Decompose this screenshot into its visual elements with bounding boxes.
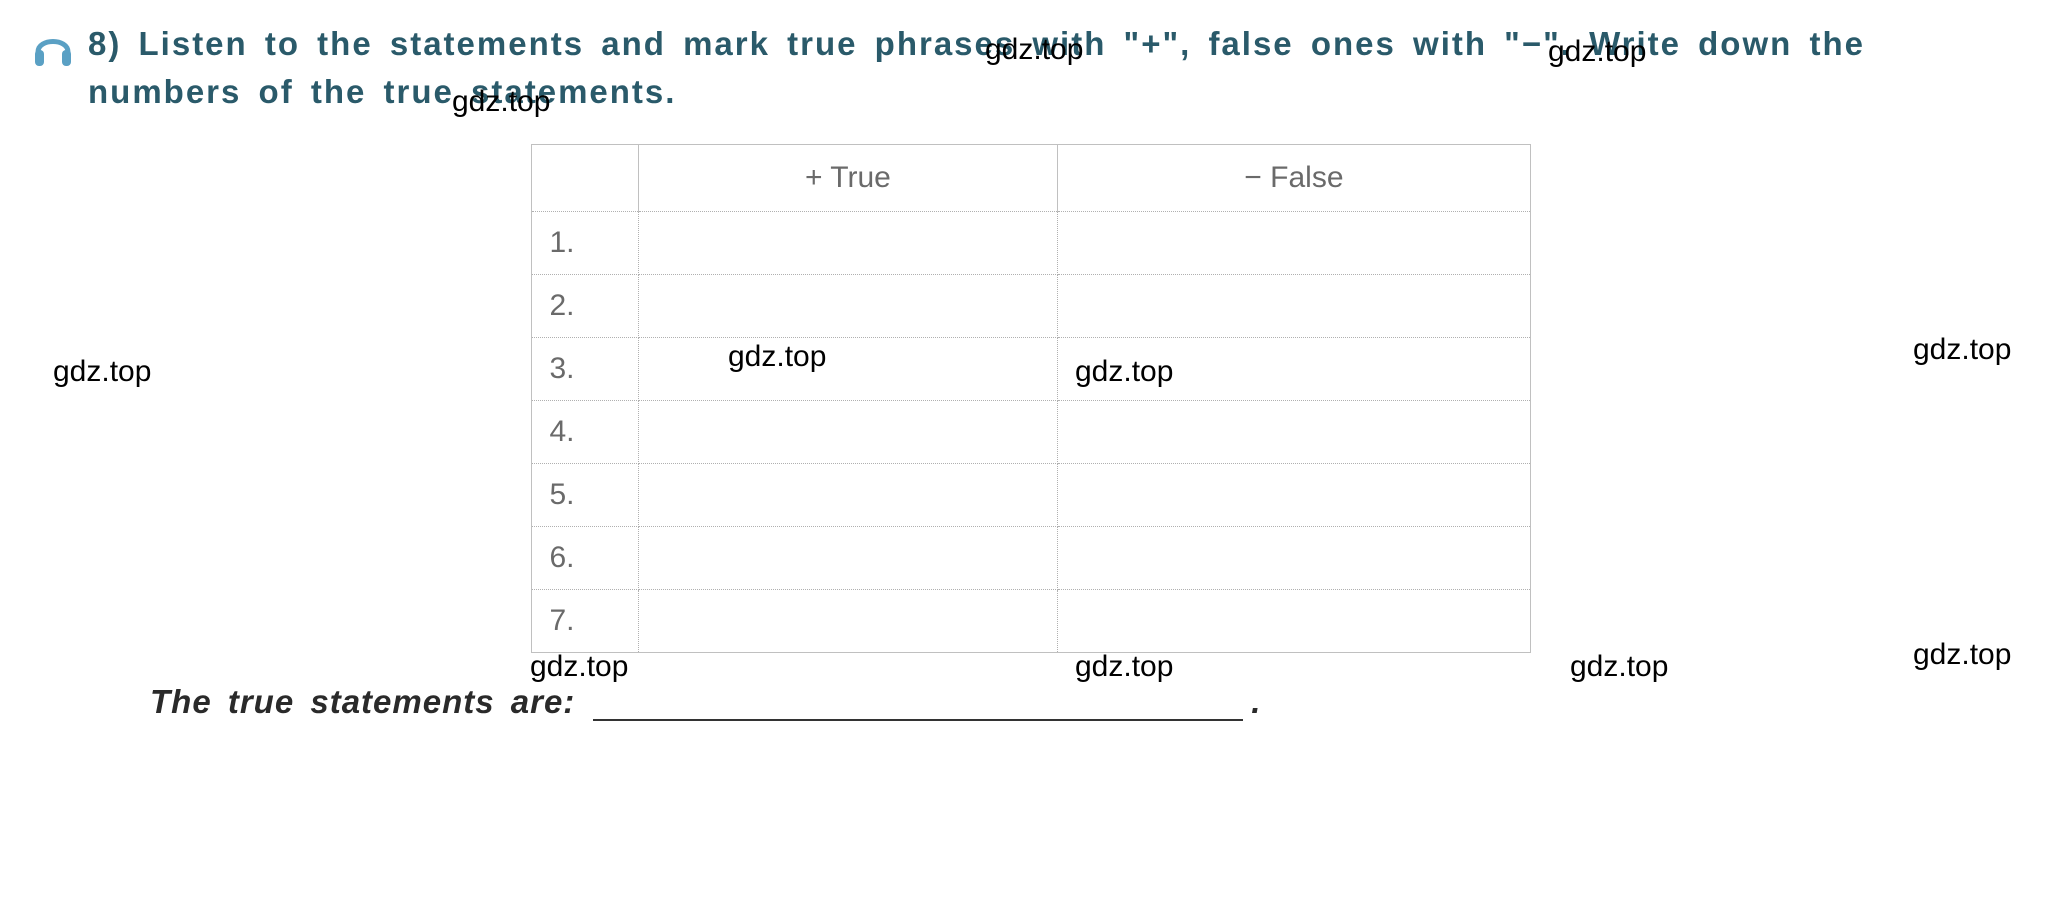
header-true: + True [638, 144, 1058, 211]
cell-false[interactable] [1058, 400, 1530, 463]
watermark-text: gdz.top [530, 650, 628, 684]
cell-false[interactable] [1058, 526, 1530, 589]
watermark-text: gdz.top [1913, 638, 2011, 672]
watermark-text: gdz.top [1548, 35, 1646, 69]
watermark-text: gdz.top [728, 340, 826, 374]
table-row: 1. [531, 211, 1530, 274]
cell-false[interactable] [1058, 589, 1530, 652]
watermark-text: gdz.top [985, 33, 1083, 67]
table-row: 5. [531, 463, 1530, 526]
row-number: 5. [531, 463, 638, 526]
cell-true[interactable] [638, 274, 1058, 337]
headphones-icon [30, 24, 76, 75]
cell-true[interactable] [638, 463, 1058, 526]
watermark-text: gdz.top [1075, 650, 1173, 684]
answer-period: . [1251, 683, 1261, 721]
cell-true[interactable] [638, 337, 1058, 400]
cell-true[interactable] [638, 526, 1058, 589]
table-header-row: + True − False [531, 144, 1530, 211]
watermark-text: gdz.top [452, 85, 550, 119]
watermark-text: gdz.top [1570, 650, 1668, 684]
header-false: − False [1058, 144, 1530, 211]
cell-true[interactable] [638, 589, 1058, 652]
answer-line: The true statements are: . [30, 683, 2031, 721]
cell-false[interactable] [1058, 463, 1530, 526]
row-number: 2. [531, 274, 638, 337]
answer-blank[interactable] [593, 683, 1243, 721]
question-number: 8) [88, 25, 121, 62]
row-number: 1. [531, 211, 638, 274]
table-row: 7. [531, 589, 1530, 652]
table-row: 4. [531, 400, 1530, 463]
cell-true[interactable] [638, 211, 1058, 274]
table-row: 2. [531, 274, 1530, 337]
cell-false[interactable] [1058, 274, 1530, 337]
watermark-text: gdz.top [1913, 333, 2011, 367]
cell-true[interactable] [638, 400, 1058, 463]
row-number: 7. [531, 589, 638, 652]
table-container: + True − False 1. 2. 3. 4. [30, 144, 2031, 653]
table-row: 3. [531, 337, 1530, 400]
table-row: 6. [531, 526, 1530, 589]
watermark-text: gdz.top [53, 355, 151, 389]
watermark-text: gdz.top [1075, 355, 1173, 389]
cell-false[interactable] [1058, 211, 1530, 274]
row-number: 6. [531, 526, 638, 589]
row-number: 3. [531, 337, 638, 400]
true-false-table: + True − False 1. 2. 3. 4. [531, 144, 1531, 653]
answer-prompt: The true statements are: [150, 683, 575, 721]
row-number: 4. [531, 400, 638, 463]
header-blank [531, 144, 638, 211]
